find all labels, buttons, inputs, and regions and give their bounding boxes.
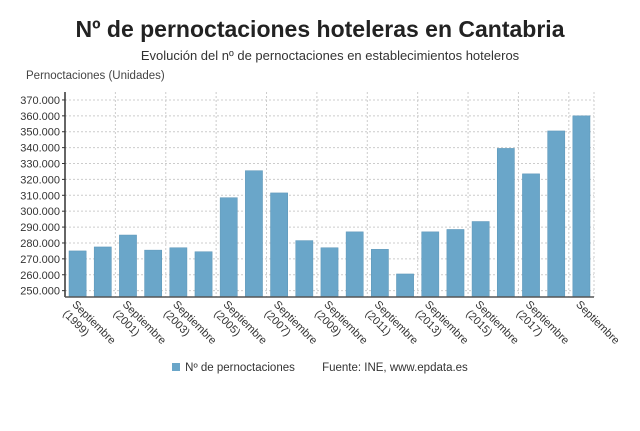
bar — [320, 247, 339, 298]
x-tick-label: Septiembre(2017) — [514, 299, 571, 356]
bar — [169, 247, 188, 298]
y-tick-label: 290.000 — [20, 222, 60, 234]
y-tick-label: 310.000 — [20, 190, 60, 202]
y-tick-label: 340.000 — [20, 143, 60, 155]
bar — [496, 148, 515, 298]
y-tick-label: 260.000 — [20, 270, 60, 282]
bar — [295, 240, 314, 298]
x-tick-label: Septiembre(2007) — [262, 299, 319, 356]
bar — [421, 231, 440, 298]
bar — [572, 115, 591, 298]
bar — [446, 229, 465, 298]
bar — [219, 197, 238, 298]
y-tick-label: 370.000 — [20, 95, 60, 107]
bar — [119, 234, 137, 298]
x-tick-label: Septiembre(2001) — [111, 299, 168, 356]
source-text: Fuente: INE, www.epdata.es — [322, 362, 468, 374]
bar — [471, 221, 490, 298]
bar — [270, 192, 288, 298]
y-tick-label: 330.000 — [20, 159, 60, 171]
x-tick-label: Septiembre(2003) — [161, 299, 218, 356]
y-tick-label: 280.000 — [20, 238, 60, 250]
y-tick-label: 350.000 — [20, 127, 60, 139]
x-tick-label: Septiembre(2011) — [363, 299, 420, 356]
x-tick-label: Septiembre(2009) — [312, 299, 369, 356]
bar — [371, 249, 389, 298]
legend-swatch — [172, 363, 181, 371]
y-tick-label: 320.000 — [20, 174, 60, 186]
x-tick-label: Septiembre(2015) — [463, 299, 520, 356]
bar — [345, 231, 364, 298]
legend-label: Nº de pernoctaciones — [185, 362, 295, 374]
bar — [245, 170, 263, 298]
bar — [396, 273, 414, 298]
bar — [194, 251, 213, 298]
x-tick-label: Septiembre — [573, 299, 621, 347]
y-axis-label: Pernoctaciones (Unidades) — [26, 70, 165, 82]
chart-subtitle: Evolución del nº de pernoctaciones en es… — [140, 48, 520, 63]
bar — [547, 130, 566, 298]
bar — [93, 246, 112, 298]
x-tick-label: Septiembre(2005) — [211, 299, 268, 356]
x-tick-label: Septiembre(2013) — [413, 299, 470, 356]
y-tick-label: 250.000 — [20, 286, 60, 298]
bar — [68, 250, 87, 298]
y-tick-label: 300.000 — [20, 206, 60, 218]
chart-title: Nº de pernoctaciones hoteleras en Cantab… — [75, 16, 565, 42]
y-tick-label: 270.000 — [20, 254, 60, 266]
bar — [522, 173, 540, 298]
y-tick-label: 360.000 — [20, 111, 60, 123]
legend: Nº de pernoctaciones Fuente: INE, www.ep… — [0, 362, 640, 374]
x-tick-label: Septiembre(1999) — [60, 299, 117, 356]
bar — [144, 249, 163, 298]
